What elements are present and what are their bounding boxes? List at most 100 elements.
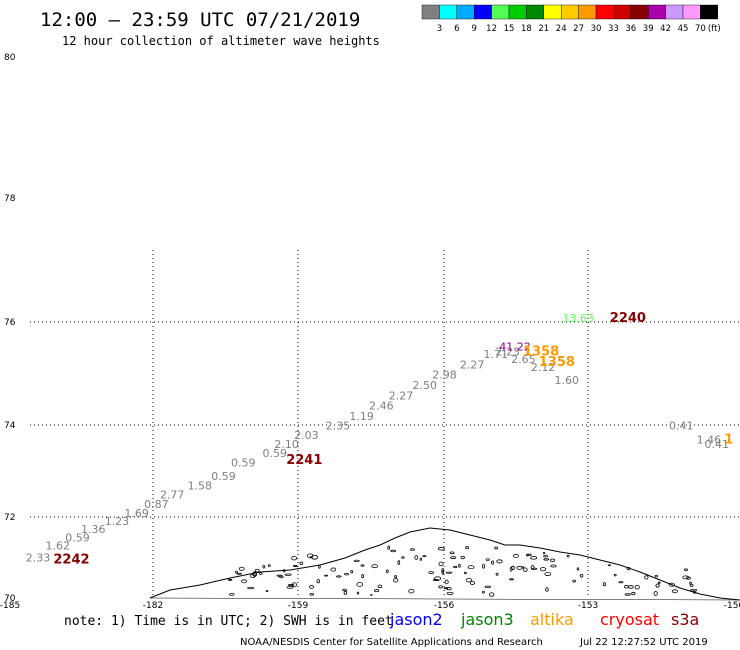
legend-swatch <box>700 4 719 20</box>
island-fragment <box>458 563 461 568</box>
island-fragment <box>540 567 547 572</box>
legend-swatch <box>630 4 649 20</box>
island-fragment <box>526 553 529 557</box>
island-fragment <box>496 559 503 564</box>
swh-value: 2.77 <box>160 489 185 502</box>
legend-label: 12 <box>486 24 497 34</box>
island-fragment <box>394 575 398 579</box>
satellite-cryosat-label: cryosat <box>600 610 659 629</box>
island-fragment <box>494 546 499 550</box>
island-fragment <box>482 564 485 569</box>
satellite-jason3-label: jason3 <box>460 610 514 629</box>
satellite-legend: jason2 jason3 altika cryosat s3a <box>389 610 699 629</box>
legend-label: 36 <box>625 24 636 34</box>
legend-swatch <box>595 4 614 20</box>
swh-value: 2.46 <box>369 400 394 413</box>
island-fragment <box>690 588 698 592</box>
island-fragment <box>684 568 688 572</box>
legend-label: 27 <box>573 24 584 34</box>
legend-label: 24 <box>556 24 567 34</box>
island-fragment <box>291 582 297 588</box>
island-fragment <box>360 564 365 567</box>
legend-swatch <box>439 4 457 20</box>
island-fragment <box>530 567 538 570</box>
pass-time-label: 1358 <box>539 355 575 370</box>
island-fragment <box>293 564 298 567</box>
island-fragment <box>438 585 443 589</box>
island-fragment <box>316 579 321 584</box>
island-fragment <box>509 566 513 572</box>
legend-label: 39 <box>643 24 654 34</box>
island-fragment <box>438 561 444 567</box>
pass-time-label: 2241 <box>286 453 322 468</box>
island-fragment <box>488 592 495 597</box>
swh-value: 0.59 <box>211 470 236 483</box>
legend-swatch <box>491 4 510 20</box>
swh-value: 2.23 <box>495 345 519 358</box>
island-fragment <box>342 588 347 592</box>
swh-value: 2.65 <box>511 353 536 366</box>
island-fragment <box>549 558 556 562</box>
map-title: 12:00 — 23:59 UTC 07/21/2019 <box>40 9 360 31</box>
island-fragment <box>262 564 266 569</box>
swh-value: 0.59 <box>231 456 256 469</box>
island-fragment <box>460 555 465 560</box>
island-fragment <box>572 579 576 583</box>
swh-value: 13.63 <box>562 312 594 325</box>
legend-label: 30 <box>591 24 602 34</box>
swh-value: 1.46 <box>697 433 722 446</box>
island-fragments <box>227 545 698 597</box>
legend-label: (ft) <box>708 24 721 34</box>
legend-label: 33 <box>608 24 619 34</box>
legend-swatch <box>578 4 597 20</box>
legend-label: 9 <box>471 24 476 34</box>
island-fragment <box>444 579 449 585</box>
island-fragment <box>373 589 380 593</box>
island-fragment <box>306 553 314 559</box>
island-fragment <box>401 556 405 559</box>
island-fragment <box>410 548 415 551</box>
island-fragment <box>682 575 690 580</box>
legend-swatch <box>456 4 475 20</box>
legend-swatch <box>474 4 492 20</box>
island-fragment <box>356 591 360 595</box>
satellite-altika-label: altika <box>530 610 574 629</box>
latitude-label: 76 <box>4 318 16 328</box>
pass-time-label: 1 <box>724 432 733 447</box>
island-fragment <box>484 585 492 588</box>
island-fragment <box>467 565 475 570</box>
island-fragment <box>252 571 257 577</box>
island-fragment <box>482 590 485 594</box>
island-fragment <box>527 553 532 556</box>
island-fragment <box>441 568 445 573</box>
island-fragment <box>441 570 444 575</box>
map-subtitle: 12 hour collection of altimeter wave hei… <box>62 34 380 48</box>
island-fragment <box>234 570 238 574</box>
island-fragment <box>449 551 455 555</box>
island-fragment <box>227 578 233 581</box>
island-fragment <box>485 558 490 561</box>
island-fragment <box>579 573 584 578</box>
island-fragment <box>422 555 427 558</box>
pass-time-label: 2240 <box>610 311 646 326</box>
island-fragment <box>393 578 399 583</box>
island-fragment <box>229 593 235 596</box>
island-fragment <box>236 572 242 575</box>
island-fragment <box>523 567 528 572</box>
island-fragment <box>428 571 435 574</box>
island-fragment <box>443 587 449 590</box>
island-fragment <box>634 584 640 590</box>
island-fragment <box>465 545 469 550</box>
swh-value: 41.22 <box>499 340 531 353</box>
island-fragment <box>446 591 454 595</box>
latitude-label: 80 <box>4 53 16 63</box>
island-fragment <box>495 572 499 576</box>
island-fragment <box>432 579 439 582</box>
swh-value: 1.19 <box>349 410 374 423</box>
island-fragment <box>259 572 263 575</box>
legend-label: 3 <box>437 24 442 34</box>
island-fragment <box>689 583 694 587</box>
swh-value: 0.41 <box>704 438 729 451</box>
island-fragment <box>566 554 570 558</box>
legend-swatch <box>561 4 579 20</box>
